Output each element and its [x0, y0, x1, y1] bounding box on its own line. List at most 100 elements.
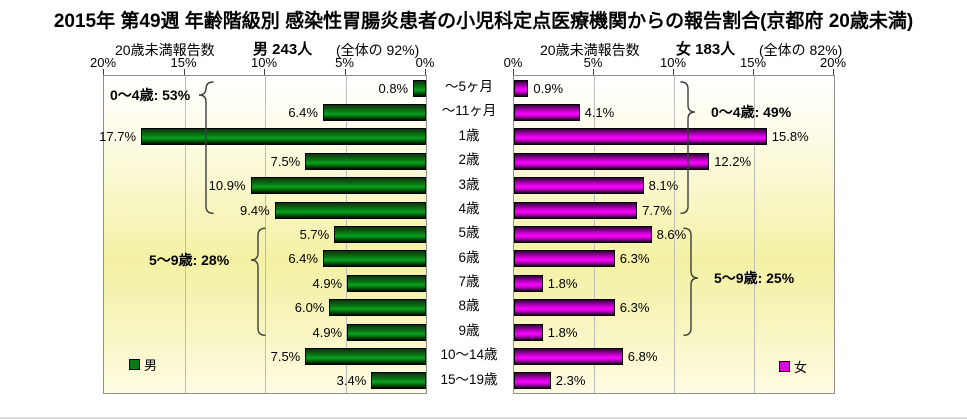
- category-label: 2歳: [458, 152, 480, 168]
- bar-female: [514, 299, 615, 317]
- bar-value-label: 15.8%: [771, 129, 809, 145]
- chart-title: 2015年 第49週 年齢階級別 感染性胃腸炎患者の小児科定点医療機関からの報告…: [53, 11, 914, 32]
- bar-male: [371, 372, 426, 390]
- axis-tick-label: 0%: [503, 55, 523, 70]
- female-legend-swatch-icon: [779, 361, 790, 372]
- category-label: ～5ヶ月: [444, 79, 493, 94]
- category-label: 7歳: [458, 274, 480, 290]
- bar-male: [274, 201, 426, 219]
- category-label: 1歳: [458, 127, 480, 143]
- bar-female: [514, 104, 580, 122]
- bar-male: [413, 79, 426, 97]
- axis-tick: [103, 69, 104, 75]
- legend-male: 男: [129, 355, 157, 374]
- female-share-label: (全体の 82%): [759, 42, 843, 58]
- bar-value-label: 6.0%: [294, 300, 325, 316]
- axis-tick: [344, 69, 346, 75]
- gridline: [674, 76, 675, 393]
- axis-tick: [425, 69, 426, 75]
- axis-tick: [833, 69, 834, 75]
- female-legend-label: 女: [794, 360, 808, 375]
- category-label: 15～19歳: [440, 371, 498, 387]
- bar-value-label: 1.8%: [547, 324, 578, 340]
- category-label: 10～14歳: [440, 347, 498, 363]
- axis-tick-label: 5%: [583, 55, 603, 70]
- bar-female: [514, 226, 652, 243]
- axis-tick-label: 10%: [250, 55, 278, 70]
- axis-tick-label: 20%: [89, 55, 117, 70]
- category-label: 9歳: [458, 322, 480, 338]
- category-label: 3歳: [458, 176, 480, 192]
- bar-female: [514, 152, 710, 170]
- female-count-label: 20歳未満報告数: [540, 42, 640, 58]
- bar-value-label: 7.5%: [270, 348, 301, 364]
- bar-value-label: 7.5%: [270, 153, 301, 169]
- bar-female: [514, 347, 623, 365]
- bar-value-label: 6.4%: [288, 105, 318, 121]
- axis-tick: [593, 69, 594, 75]
- bar-value-label: 2.3%: [555, 373, 586, 389]
- axis-tick-label: 10%: [659, 55, 687, 70]
- plot-area-male: 0.8% 6.4% 17.7% 7.5% 10.9% 9.4% 5.7% 6.4% 4.9% 6.…: [99, 75, 427, 394]
- bar-value-label: 6.8%: [627, 348, 658, 364]
- bar-male: [334, 226, 426, 243]
- category-label: 6歳: [458, 249, 480, 265]
- axis-tick-label: 15%: [739, 55, 767, 70]
- bar-value-label: 5.7%: [299, 227, 330, 242]
- annotation-male-5-9: 5～9歳: 28%: [149, 252, 230, 268]
- bar-value-label: 3.4%: [336, 373, 367, 389]
- axis-tick: [183, 69, 185, 75]
- bar-female: [514, 201, 638, 219]
- category-label: 8歳: [458, 298, 480, 314]
- male-legend-swatch-icon: [129, 359, 140, 370]
- gridline: [754, 76, 755, 393]
- bar-male: [305, 152, 426, 170]
- male-share-label: (全体の 92%): [336, 42, 420, 58]
- bar-value-label: 4.1%: [584, 105, 615, 121]
- axis-tick-label: 20%: [819, 55, 847, 70]
- bar-male: [141, 128, 426, 146]
- category-label: 5歳: [458, 225, 480, 241]
- axis-tick: [753, 69, 754, 75]
- axis-tick: [264, 69, 265, 75]
- gridline: [184, 76, 186, 393]
- bar-value-label: 7.7%: [642, 202, 672, 218]
- bar-male: [329, 299, 426, 317]
- bar-value-label: 17.7%: [99, 129, 137, 145]
- axis-tick: [673, 69, 674, 75]
- bar-male: [322, 104, 426, 122]
- bar-male: [322, 250, 426, 268]
- annotation-male-0-4: 0～4歳: 53%: [110, 87, 191, 103]
- male-legend-label: 男: [144, 358, 158, 373]
- bar-male: [347, 323, 426, 341]
- bar-male: [250, 177, 426, 195]
- bar-value-label: 6.3%: [619, 300, 650, 316]
- axis-tick-label: 5%: [335, 55, 354, 70]
- bar-value-label: 9.4%: [240, 202, 270, 218]
- bar-female: [514, 177, 644, 195]
- bar-female: [514, 274, 543, 292]
- bar-value-label: 6.4%: [288, 251, 318, 267]
- bar-value-label: 4.9%: [312, 324, 343, 340]
- bar-male: [347, 274, 426, 292]
- plot-area-female: 0.9% 4.1% 15.8% 12.2% 8.1% 7.7% 8.6% 6.3% 1.8% 6.…: [513, 75, 835, 394]
- bar-value-label: 4.9%: [312, 275, 343, 291]
- axis-tick: [513, 69, 514, 75]
- category-label: ～11ヶ月: [441, 103, 497, 119]
- bar-value-label: 8.1%: [648, 178, 679, 194]
- bar-value-label: 0.9%: [533, 80, 564, 96]
- bar-female: [514, 323, 543, 341]
- bar-value-label: 8.6%: [656, 227, 687, 242]
- annotation-female-0-4: 0～4歳: 49%: [711, 104, 792, 120]
- axis-tick-label: 0%: [415, 55, 435, 70]
- female-count-value: 女 183人: [676, 41, 736, 58]
- axis-tick-label: 15%: [170, 55, 197, 70]
- bar-value-label: 10.9%: [208, 178, 246, 194]
- bar-value-label: 0.8%: [378, 80, 409, 96]
- legend-female: 女: [779, 357, 807, 376]
- bar-female: [514, 250, 615, 268]
- bar-male: [305, 347, 426, 365]
- category-label: 4歳: [458, 200, 480, 216]
- bar-female: [514, 372, 551, 390]
